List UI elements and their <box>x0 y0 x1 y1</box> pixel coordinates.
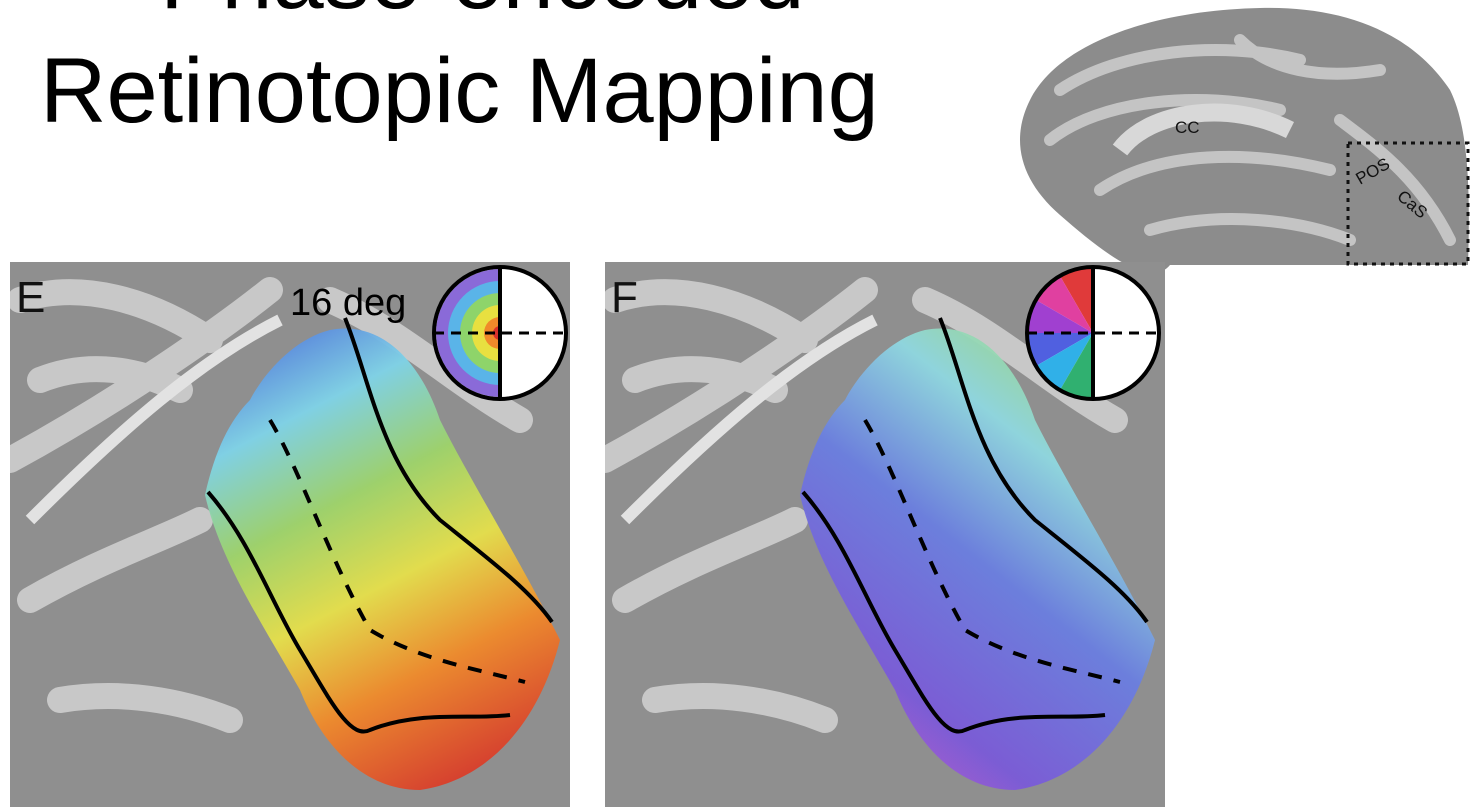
panel-f: F <box>605 262 1165 807</box>
panel-label: F <box>611 273 638 322</box>
brain-overview: CC POS CaS <box>1020 8 1469 273</box>
slide: Phase-encoded Retinotopic Mapping CC POS… <box>0 0 1470 807</box>
panel-e: E 16 deg <box>10 262 570 807</box>
brain-label: CC <box>1175 118 1200 137</box>
title-line-cut: Phase-encoded <box>160 0 805 28</box>
scale-label: 16 deg <box>290 282 406 324</box>
panel-label: E <box>16 273 45 322</box>
title: Retinotopic Mapping <box>40 40 879 142</box>
